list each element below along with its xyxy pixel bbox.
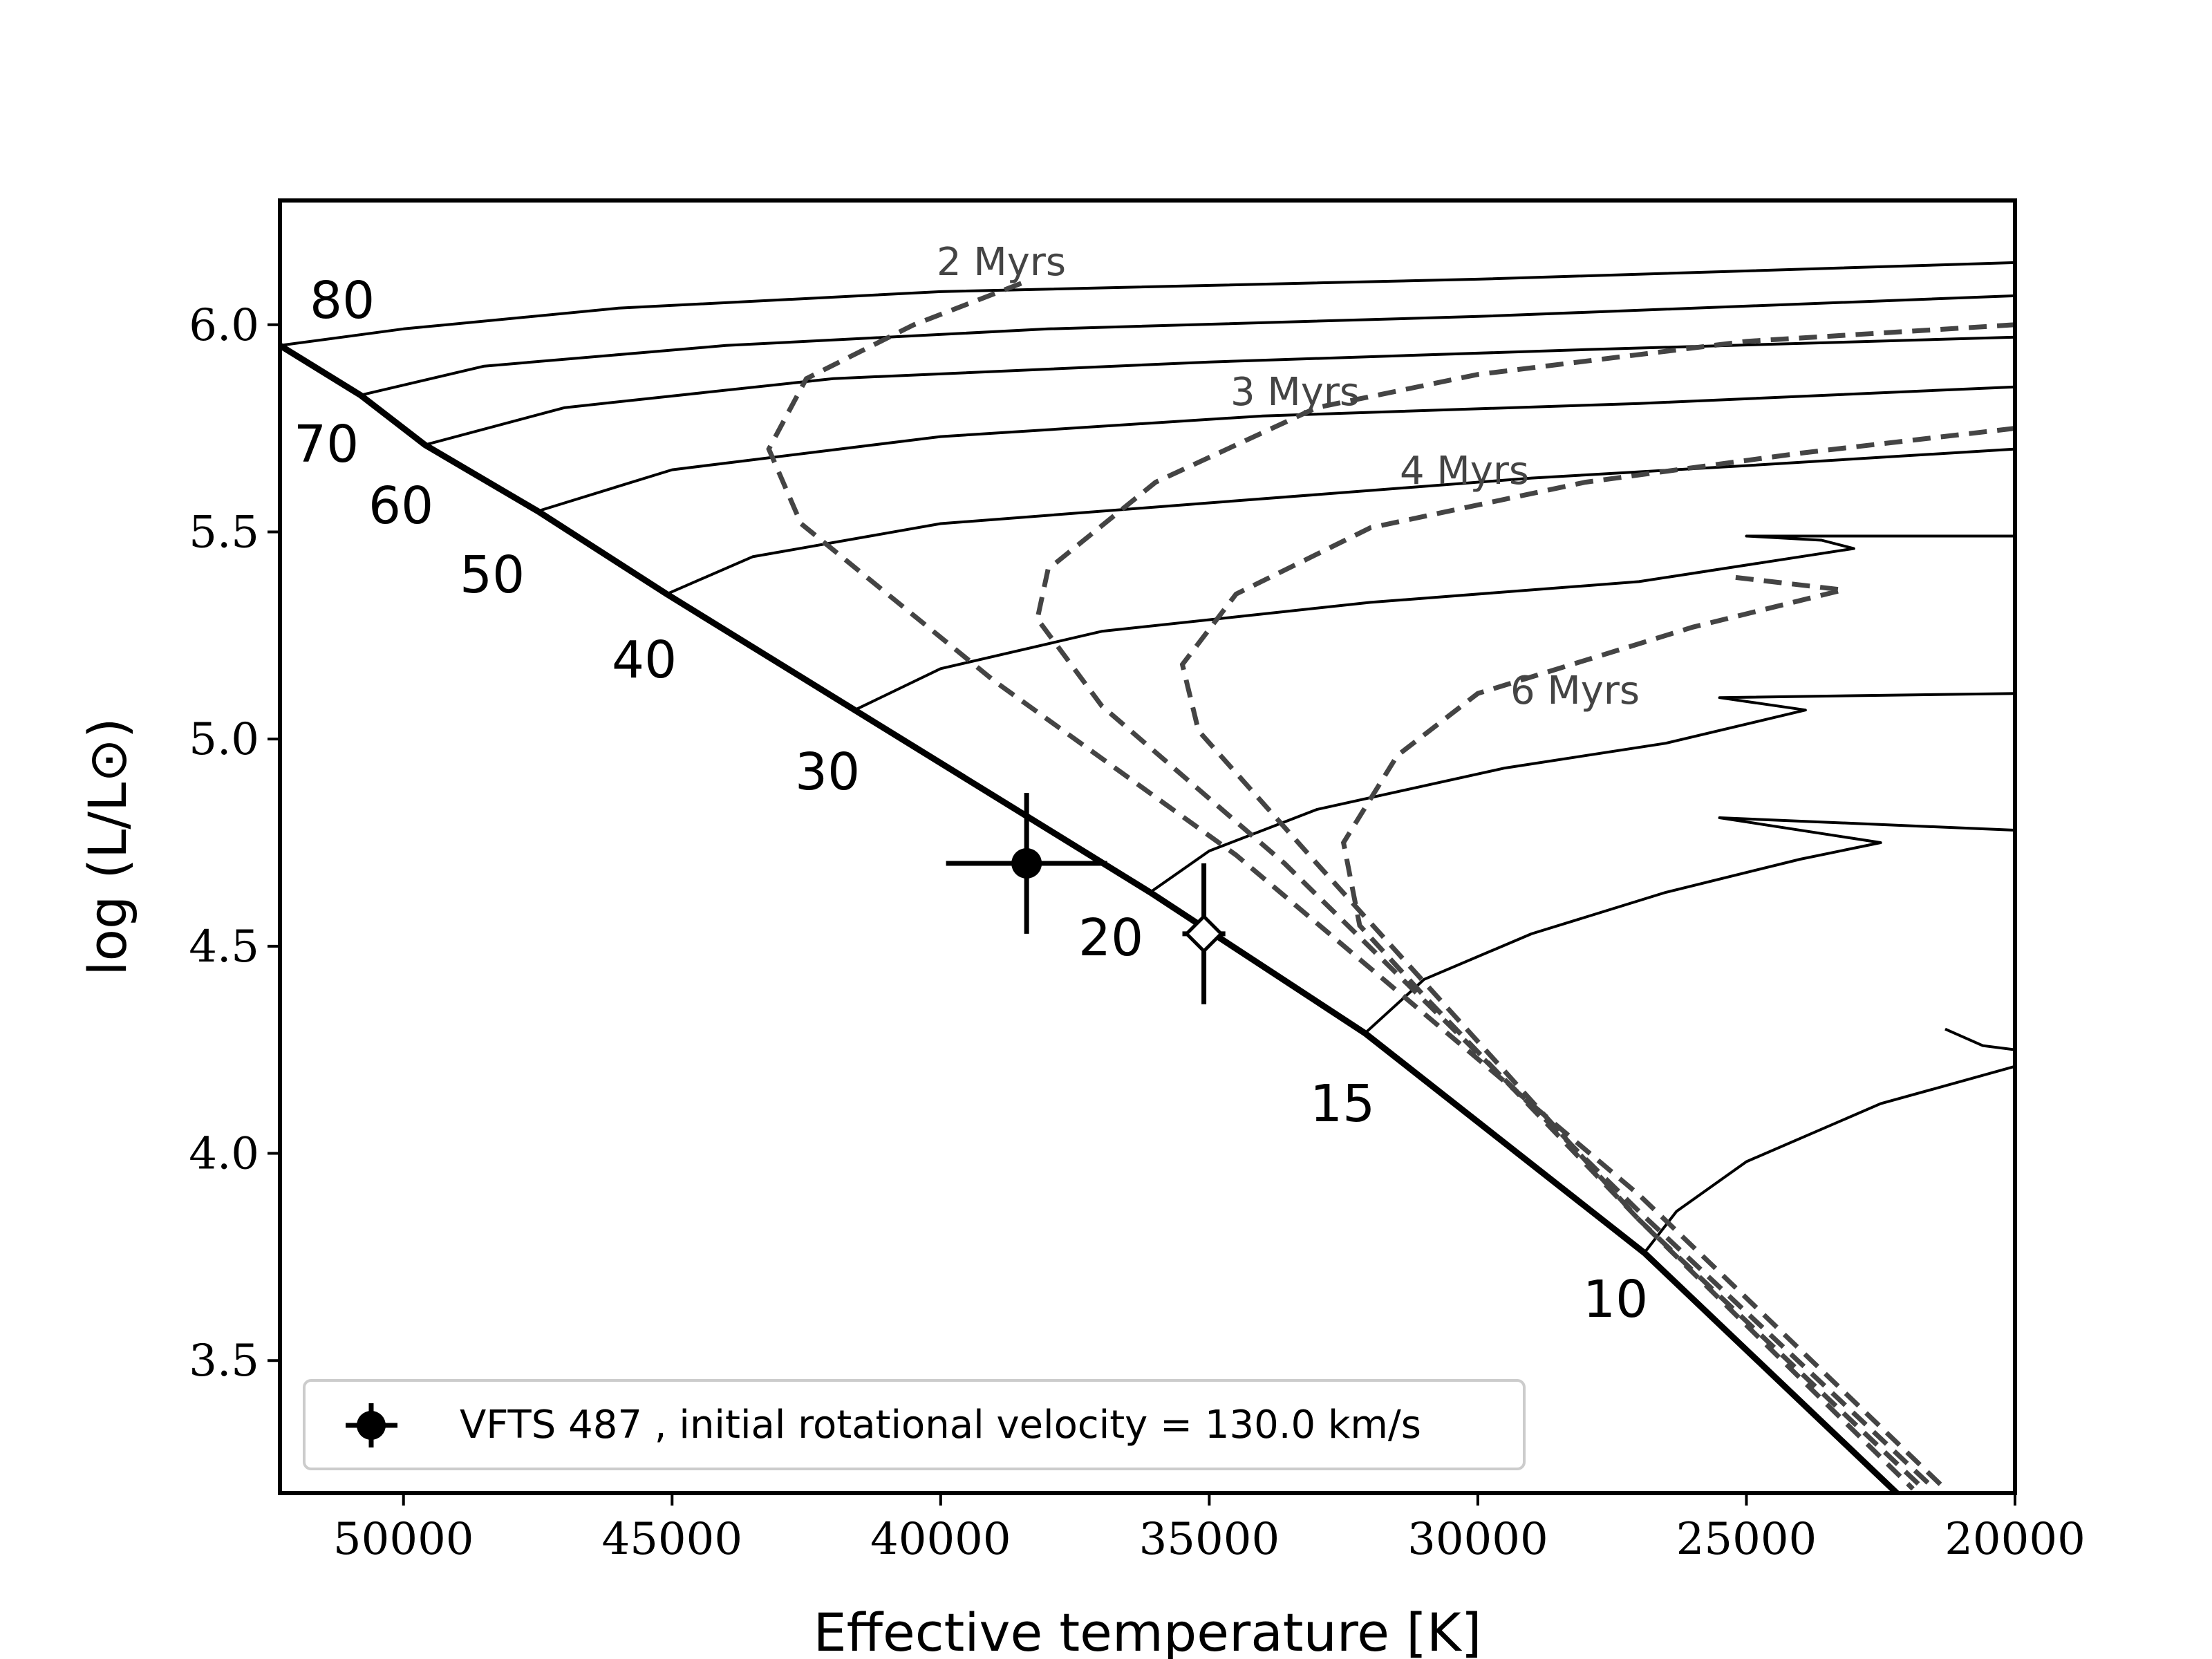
- observation-point-2: [1182, 863, 1226, 1004]
- legend-marker: [346, 1403, 397, 1447]
- isochrone-label-2myr: 2 Myrs: [937, 240, 1066, 285]
- x-tick-label: 50000: [333, 1514, 474, 1565]
- isochrone-label-3myr: 3 Myrs: [1230, 370, 1360, 415]
- y-axis-label: log (L/L⊙): [77, 718, 138, 975]
- isochrone-3: [1179, 426, 2015, 1491]
- isochrones: [766, 281, 2015, 1491]
- evolutionary-track-50: [537, 385, 2015, 513]
- filled-circle-marker: [1011, 847, 1042, 879]
- evolutionary-track-20: [1149, 692, 2015, 894]
- y-tick-label: 5.0: [189, 714, 259, 765]
- observations: [946, 793, 1226, 1004]
- mass-label-40: 40: [612, 630, 677, 690]
- x-axis-label: Effective temperature [K]: [814, 1602, 1482, 1659]
- x-tick-label: 20000: [1944, 1514, 2086, 1565]
- evolutionary-track-60: [424, 335, 2015, 447]
- y-tick-label: 5.5: [189, 507, 259, 558]
- plot-area: [280, 261, 2015, 1493]
- curve-labels: 80 70 60 50 40 30 20 15 10 2 Myrs 3 Myrs…: [294, 240, 1648, 1329]
- x-tick-label: 40000: [870, 1514, 1011, 1565]
- mass-label-10: 10: [1583, 1270, 1648, 1329]
- open-diamond-marker: [1184, 914, 1224, 954]
- axes-frame: [278, 198, 2017, 1495]
- mass-label-30: 30: [795, 742, 860, 802]
- mass-label-15: 15: [1310, 1074, 1375, 1134]
- y-tick-label: 6.0: [189, 300, 259, 351]
- evolutionary-track-80: [280, 261, 2015, 347]
- x-tick-label: 25000: [1676, 1514, 1817, 1565]
- observation-point-1: [946, 793, 1107, 934]
- mass-label-80: 80: [310, 271, 375, 330]
- mass-label-50: 50: [460, 545, 525, 605]
- evolutionary-track-40: [666, 447, 2015, 596]
- y-axis-ticks: 3.5 4.0 4.5 5.0 5.5 6.0: [189, 300, 280, 1387]
- mass-label-20: 20: [1078, 908, 1143, 968]
- evolutionary-track-10: [1643, 1065, 2015, 1254]
- isochrone-label-4myr: 4 Myrs: [1400, 449, 1529, 494]
- x-tick-label: 30000: [1407, 1514, 1548, 1565]
- y-tick-label: 4.5: [189, 921, 259, 973]
- isochrone-label-6myr: 6 Myrs: [1510, 668, 1640, 713]
- zams-line: [280, 342, 1900, 1493]
- x-tick-label: 35000: [1139, 1514, 1280, 1565]
- evolutionary-track-extra-9: [1944, 1027, 2015, 1051]
- y-tick-label: 3.5: [189, 1335, 259, 1387]
- evolutionary-track-15: [1364, 816, 2015, 1035]
- legend-entry: VFTS 487 , initial rotational velocity =…: [460, 1403, 1421, 1447]
- evolutionary-track-30: [854, 534, 2015, 712]
- legend-box: [303, 1379, 1526, 1470]
- legend: VFTS 487 , initial rotational velocity =…: [303, 1379, 1526, 1470]
- x-axis-ticks: 50000 45000 40000 35000 30000 25000 20000: [333, 1493, 2086, 1565]
- isochrone-1: [766, 281, 1947, 1491]
- mass-label-70: 70: [294, 415, 359, 474]
- y-tick-label: 4.0: [189, 1129, 259, 1180]
- mass-label-60: 60: [368, 476, 433, 536]
- x-tick-label: 45000: [601, 1514, 742, 1565]
- zams-curve: [280, 342, 1900, 1493]
- isochrone-4: [1340, 574, 1915, 1491]
